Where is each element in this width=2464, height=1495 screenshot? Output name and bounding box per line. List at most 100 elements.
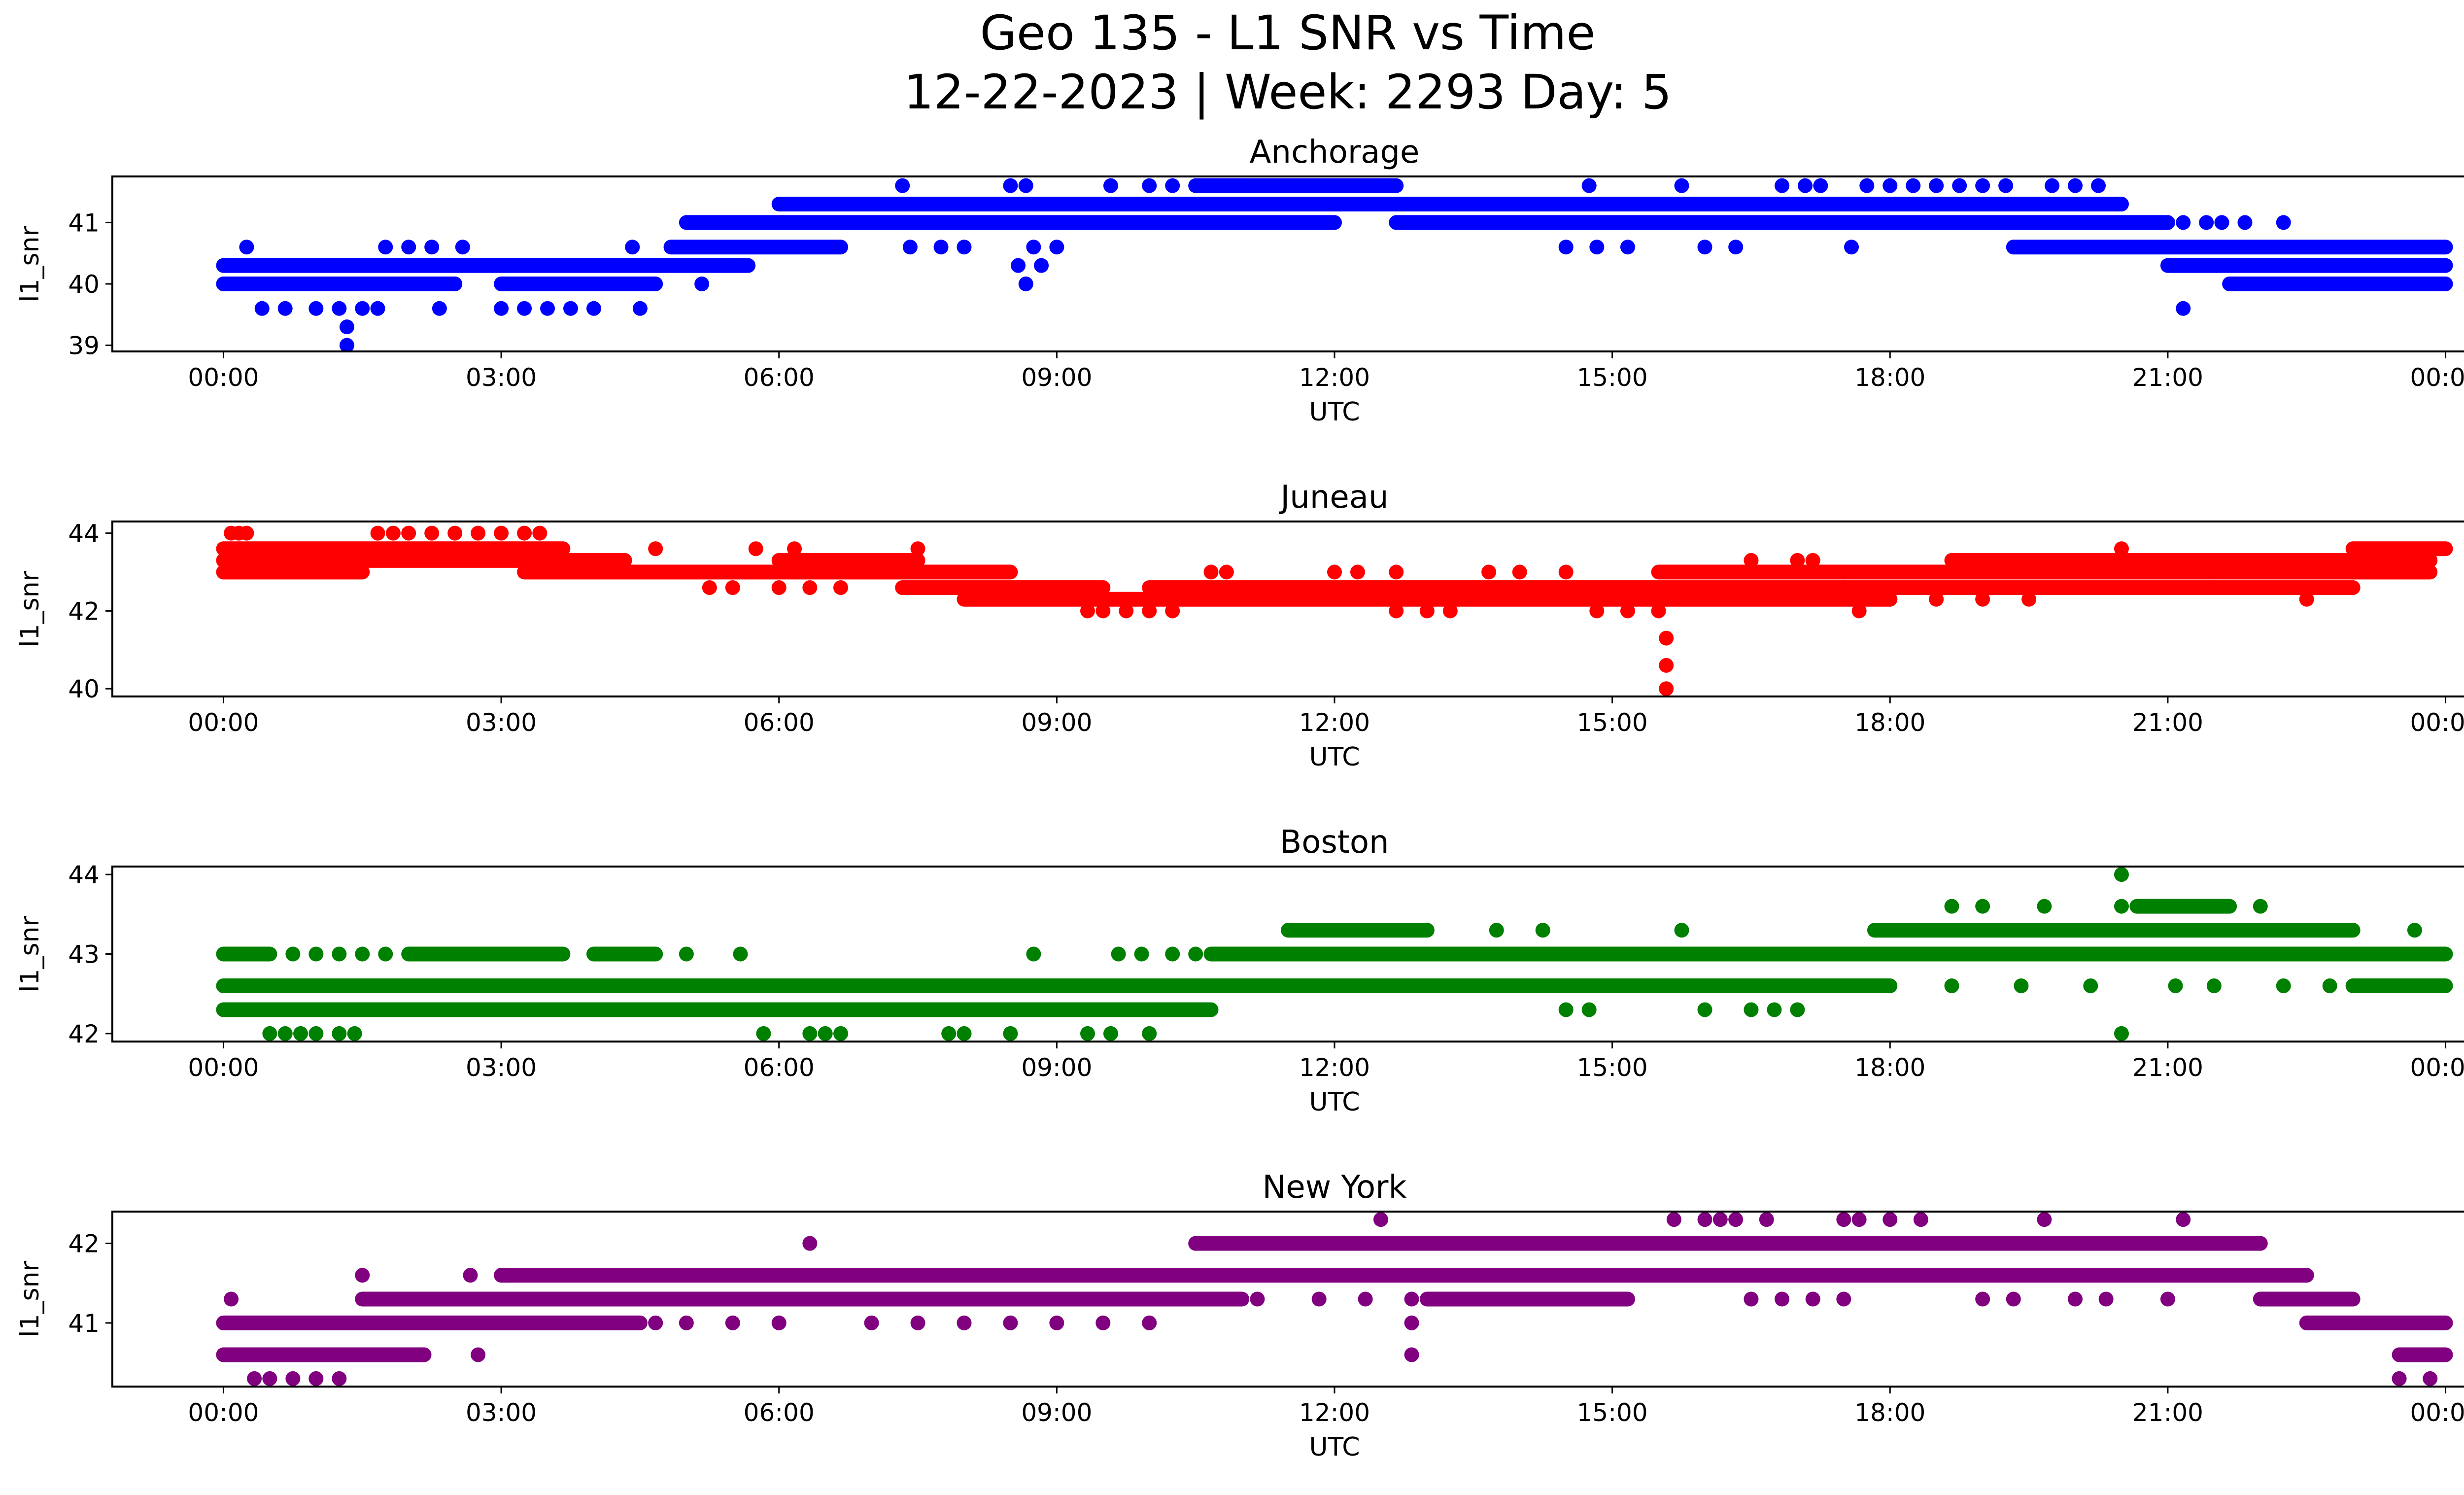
data-point (517, 525, 532, 541)
data-point (1844, 240, 1859, 255)
x-tick-label: 00:00 (188, 1053, 259, 1082)
x-axis-label: UTC (1309, 397, 1360, 427)
x-tick-label: 12:00 (1299, 1053, 1370, 1082)
data-point (540, 301, 555, 316)
x-tick-label: 06:00 (744, 1398, 815, 1427)
data-point (1790, 553, 1805, 568)
data-point (401, 525, 416, 541)
data-point (563, 301, 578, 316)
data-point (1203, 564, 1219, 580)
data-point (1034, 258, 1049, 273)
data-point (1651, 603, 1666, 619)
data-point (447, 525, 463, 541)
data-point (1003, 178, 1018, 193)
data-point (2114, 867, 2129, 882)
x-tick-label: 21:00 (2132, 708, 2203, 737)
data-point (2322, 978, 2337, 994)
data-point (1142, 1315, 1157, 1330)
data-point (285, 946, 301, 962)
data-point (2176, 1212, 2191, 1227)
data-point (1095, 603, 1111, 619)
data-point (725, 580, 740, 595)
data-point (1350, 564, 1365, 580)
scatter-series (216, 867, 2453, 1041)
data-point (1851, 603, 1867, 619)
data-point (1373, 1212, 1388, 1227)
data-point (1095, 1315, 1111, 1330)
x-tick-label: 15:00 (1577, 1398, 1648, 1427)
data-point (2083, 978, 2098, 994)
y-tick-label: 40 (68, 270, 100, 299)
data-point (2014, 978, 2029, 994)
data-point (1358, 1291, 1373, 1307)
data-point (1805, 1291, 1820, 1307)
data-point (1759, 1212, 1774, 1227)
data-point (378, 240, 393, 255)
data-point (2199, 215, 2214, 230)
y-tick-label: 40 (68, 675, 100, 703)
data-point (254, 301, 270, 316)
y-axis-label: l1_snr (15, 915, 45, 992)
data-point (1558, 564, 1574, 580)
data-point (1805, 553, 1820, 568)
data-point (1952, 178, 1967, 193)
data-point (224, 1291, 239, 1307)
data-point (2407, 923, 2422, 938)
x-tick-label: 12:00 (1299, 363, 1370, 392)
data-point (355, 946, 370, 962)
y-tick-label: 44 (68, 520, 100, 548)
data-point (1327, 564, 1342, 580)
data-point (1026, 946, 1041, 962)
data-point (1119, 603, 1134, 619)
data-point (895, 178, 910, 193)
data-point (2176, 301, 2191, 316)
data-point (247, 1371, 262, 1386)
data-point (1165, 603, 1180, 619)
data-point (1535, 923, 1550, 938)
data-point (1219, 564, 1234, 580)
data-point (771, 580, 787, 595)
data-point (1589, 240, 1605, 255)
x-tick-label: 09:00 (1021, 708, 1092, 737)
data-point (424, 240, 440, 255)
x-tick-label: 03:00 (466, 1053, 537, 1082)
data-point (1049, 240, 1064, 255)
data-point (1018, 178, 1033, 193)
data-point (1975, 899, 1990, 914)
data-point (1080, 603, 1095, 619)
data-point (1512, 564, 1527, 580)
data-point (262, 1026, 277, 1041)
data-point (1767, 1002, 1782, 1017)
data-point (1906, 178, 1921, 193)
data-point (1442, 603, 1458, 619)
x-tick-label: 21:00 (2132, 1398, 2203, 1427)
data-point (1813, 178, 1828, 193)
x-tick-label: 00:00 (2410, 1398, 2464, 1427)
data-point (2206, 580, 2222, 595)
data-point (2423, 1371, 2438, 1386)
data-point (2114, 899, 2129, 914)
data-point (833, 1026, 848, 1041)
data-point (1728, 240, 1744, 255)
data-point (308, 946, 324, 962)
data-point (1142, 603, 1157, 619)
data-point (471, 525, 486, 541)
x-tick-label: 18:00 (1854, 708, 1925, 737)
data-point (370, 525, 385, 541)
y-tick-label: 42 (68, 1230, 100, 1258)
data-point (1659, 630, 1674, 646)
data-point (332, 1026, 347, 1041)
x-tick-label: 06:00 (744, 708, 815, 737)
data-point (2160, 1291, 2175, 1307)
data-point (1744, 553, 1759, 568)
data-point (1929, 591, 1944, 607)
y-axis-label: l1_snr (15, 570, 45, 647)
data-point (1003, 1026, 1018, 1041)
data-point (401, 240, 416, 255)
data-point (1620, 603, 1635, 619)
data-point (463, 1268, 478, 1283)
data-point (1250, 1291, 1265, 1307)
data-point (1674, 923, 1689, 938)
data-point (285, 1371, 301, 1386)
